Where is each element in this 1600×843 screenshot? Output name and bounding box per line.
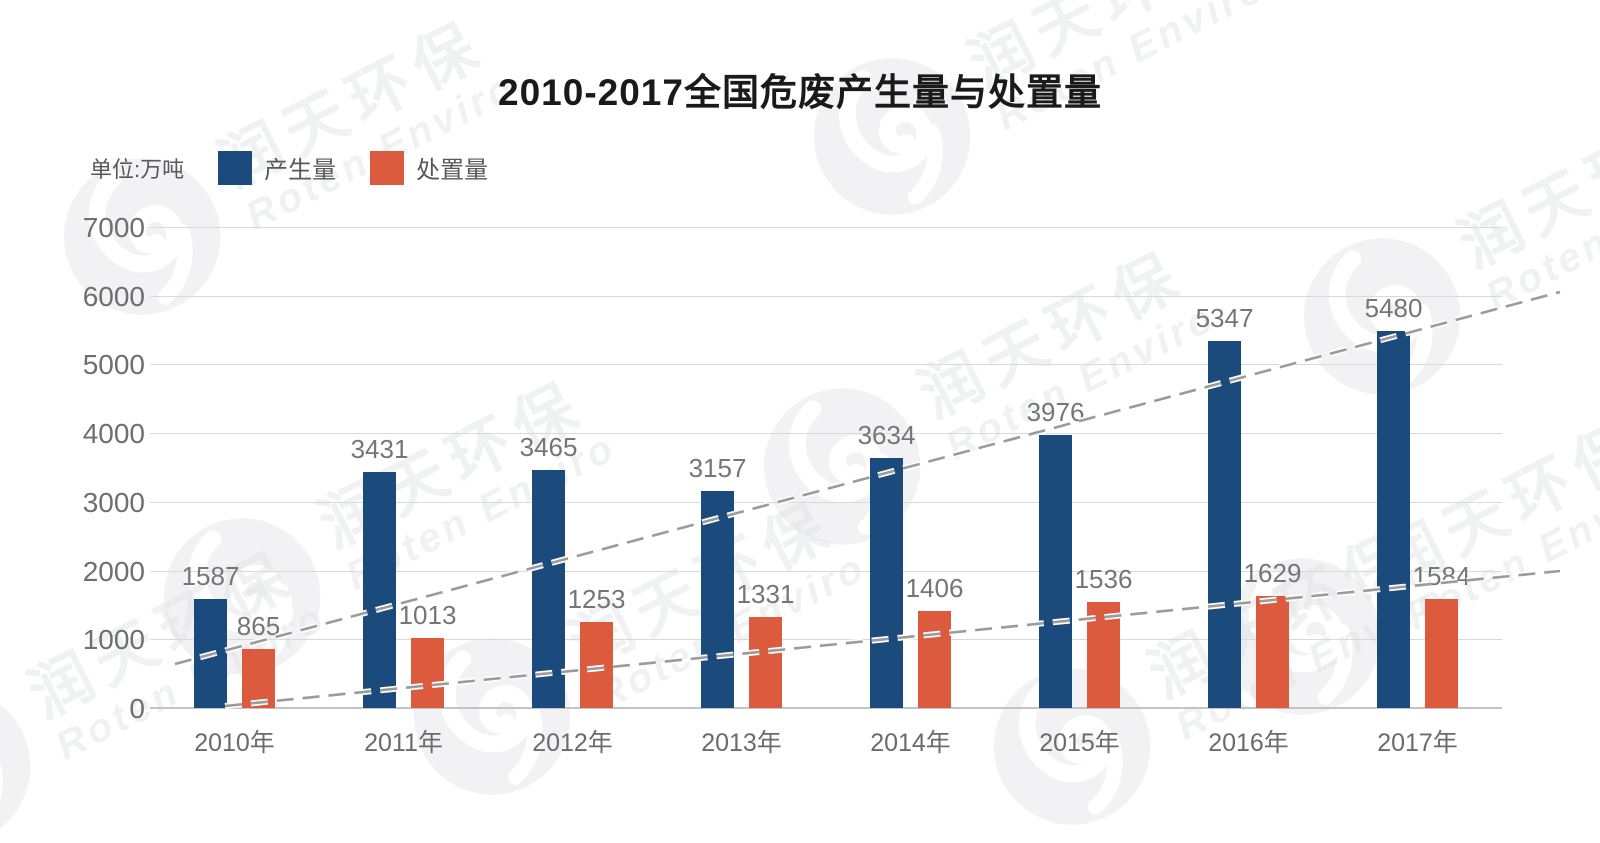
bar-disposal-2011年 [411,638,444,708]
y-axis-tick-label: 7000 [82,212,145,243]
bar-value-label: 3465 [519,431,578,462]
bar-value-label: 3634 [857,420,916,451]
bar-disposal-2017年 [1425,599,1458,708]
x-axis-label: 2010年 [194,729,275,757]
bar-value-label: 3976 [1026,396,1085,427]
bar-disposal-2016年 [1256,596,1289,708]
gridline [150,295,1502,297]
gridline [150,501,1502,503]
gridline [150,639,1502,641]
x-axis-label: 2017年 [1377,729,1458,757]
bar-value-label: 3157 [688,453,747,484]
x-axis-label: 2014年 [870,729,951,757]
bar-value-label: 1406 [905,573,964,604]
x-axis-label: 2016年 [1208,729,1289,757]
legend-item-disposal: 处置量 [370,150,488,185]
bar-value-label: 1331 [736,578,795,609]
bar-disposal-2013年 [749,616,782,708]
bar-disposal-2014年 [918,611,951,708]
y-axis-tick-label: 4000 [82,418,145,450]
y-axis-tick-label: 3000 [82,486,145,518]
bar-production-2017年 [1377,331,1410,708]
bar-value-label: 3431 [350,434,409,465]
bar-value-label: 1013 [398,600,457,631]
production-legend-label: 产生量 [264,157,337,184]
x-axis-label: 2013年 [701,729,782,757]
bar-value-label: 1629 [1243,558,1302,589]
disposal-legend-swatch [370,150,405,185]
bar-disposal-2010年 [242,648,275,708]
bar-production-2016年 [1208,340,1241,708]
chart-title: 2010-2017全国危废产生量与处置量 [498,72,1102,113]
x-axis-label: 2011年 [364,729,443,757]
x-axis-line [150,707,1502,709]
x-axis-label: 2012年 [532,729,613,757]
legend-item-production: 产生量 [218,150,336,185]
bar-disposal-2012年 [580,621,613,708]
bar-value-label: 5347 [1195,302,1254,333]
bar-value-label: 865 [236,610,281,641]
y-axis-tick-label: 0 [129,693,145,724]
gridline [150,227,1502,228]
x-axis-label: 2015年 [1039,729,1120,757]
legend: 单位:万吨 产生量 处置量 [90,150,488,185]
disposal-legend-label: 处置量 [416,157,489,184]
bar-value-label: 1536 [1074,564,1133,595]
unit-label: 单位:万吨 [90,156,185,182]
y-axis-tick-label: 2000 [82,555,145,587]
bar-value-label: 1584 [1412,561,1471,592]
bar-value-label: 1587 [181,560,240,591]
bar-production-2011年 [363,472,396,708]
production-legend-swatch [218,150,253,185]
bar-disposal-2015年 [1087,602,1120,708]
y-axis-tick-label: 1000 [82,624,145,656]
bar-value-label: 1253 [567,583,626,614]
bar-value-label: 5480 [1364,293,1423,324]
y-axis-tick-label: 6000 [82,280,145,312]
y-axis-tick-label: 5000 [82,349,145,381]
gridline [150,364,1502,366]
